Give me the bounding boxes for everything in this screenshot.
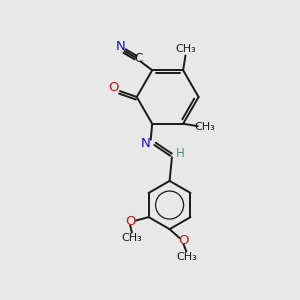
Text: H: H <box>176 147 184 160</box>
Text: O: O <box>178 234 189 247</box>
Text: N: N <box>116 40 125 52</box>
Text: CH₃: CH₃ <box>194 122 215 132</box>
Text: CH₃: CH₃ <box>122 233 142 243</box>
Text: O: O <box>125 215 135 228</box>
Text: C: C <box>134 52 142 65</box>
Text: CH₃: CH₃ <box>175 44 196 54</box>
Text: N: N <box>141 137 150 150</box>
Text: O: O <box>108 81 119 94</box>
Text: CH₃: CH₃ <box>176 252 197 262</box>
